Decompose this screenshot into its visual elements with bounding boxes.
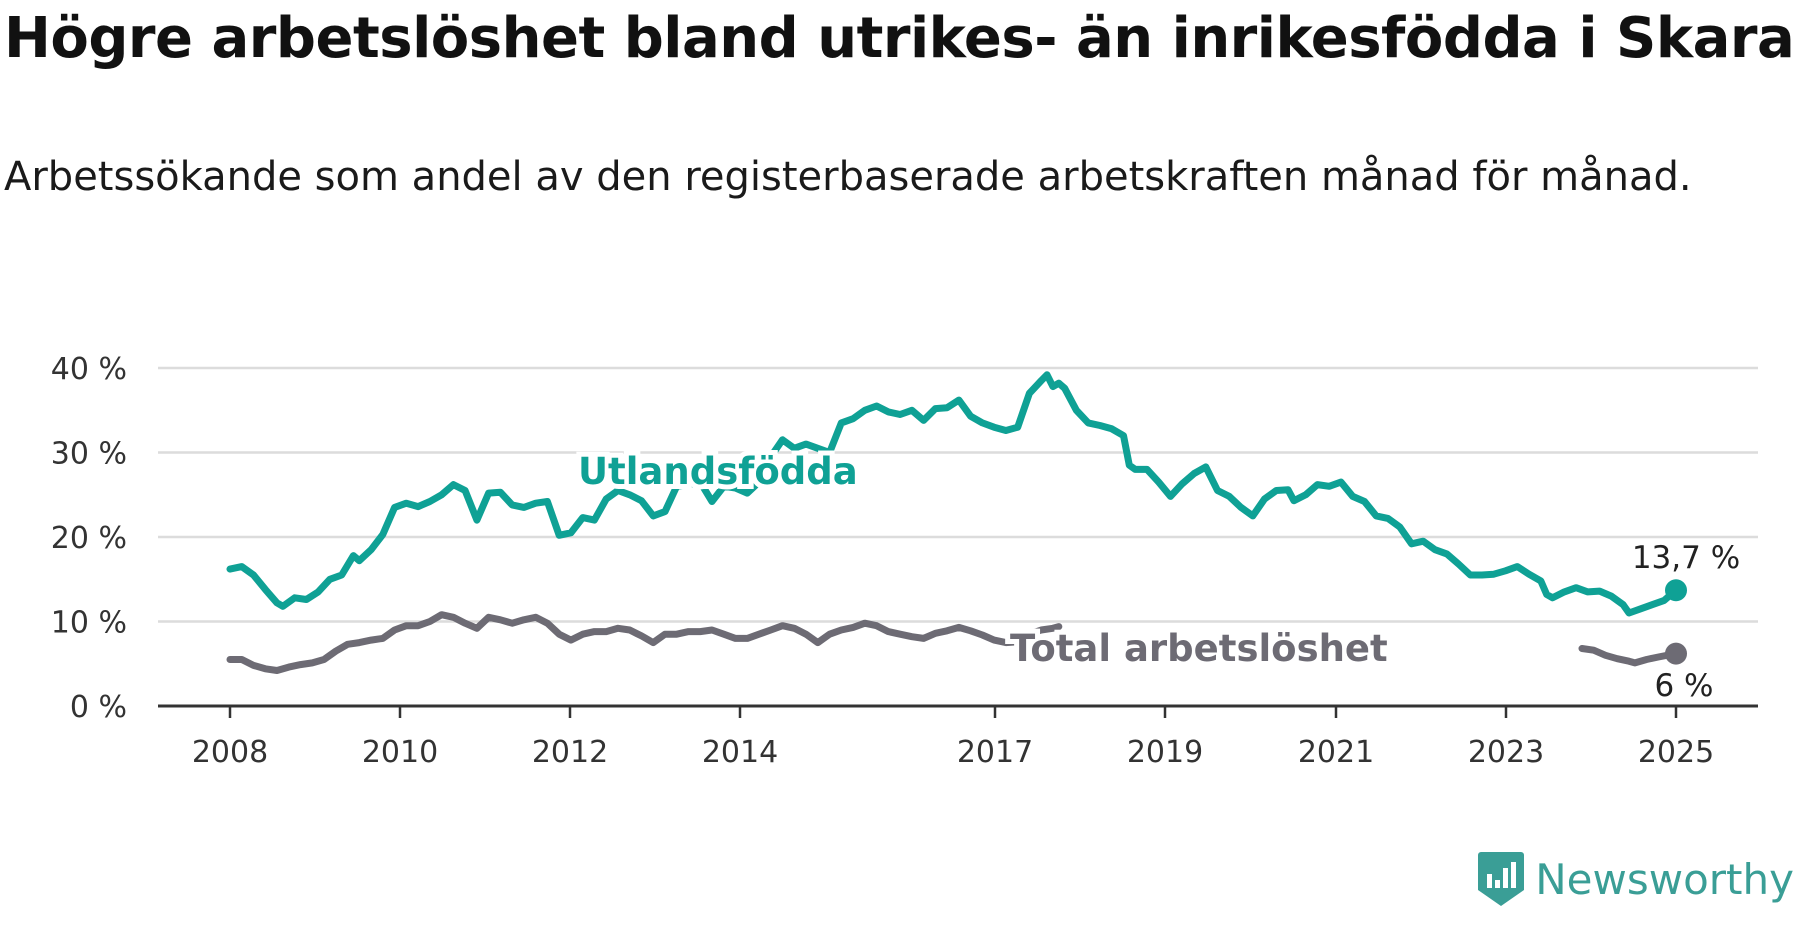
newsworthy-logo-icon — [1478, 852, 1525, 906]
chart-subtitle: Arbetssökande som andel av den registerb… — [4, 154, 1692, 200]
y-tick-label: 20 % — [51, 521, 127, 556]
series-end-point — [1665, 642, 1687, 665]
x-tick-label: 2010 — [362, 735, 438, 770]
end-value-label-utlandsfodda: 13,7 % — [1632, 540, 1740, 576]
brand-logo: Newsworthy — [1477, 850, 1794, 908]
x-tick-label: 2019 — [1127, 735, 1203, 770]
y-tick-label: 30 % — [51, 437, 127, 472]
series-label-utlandsfodda: Utlandsfödda — [578, 450, 858, 493]
series-line-total — [226, 611, 1063, 674]
x-tick-label: 2023 — [1468, 735, 1544, 770]
y-tick-label: 10 % — [51, 606, 127, 641]
series-label-total: Total arbetslöshet — [1010, 627, 1388, 670]
brand-name: Newsworthy — [1535, 854, 1794, 904]
chart-title: Högre arbetslöshet bland utrikes- än inr… — [4, 6, 1795, 71]
series-line-total — [1578, 645, 1680, 667]
x-tick-label: 2008 — [192, 735, 268, 770]
x-tick-label: 2012 — [532, 735, 608, 770]
x-tick-label: 2017 — [957, 735, 1033, 770]
y-tick-label: 0 % — [70, 690, 127, 725]
y-tick-label: 40 % — [51, 352, 127, 387]
end-value-label-total: 6 % — [1654, 668, 1713, 704]
x-tick-label: 2021 — [1298, 735, 1374, 770]
x-tick-label: 2025 — [1638, 735, 1714, 770]
series-line-utlandsfodda — [226, 371, 1680, 617]
x-tick-label: 2014 — [702, 735, 778, 770]
series-end-point — [1665, 579, 1687, 602]
